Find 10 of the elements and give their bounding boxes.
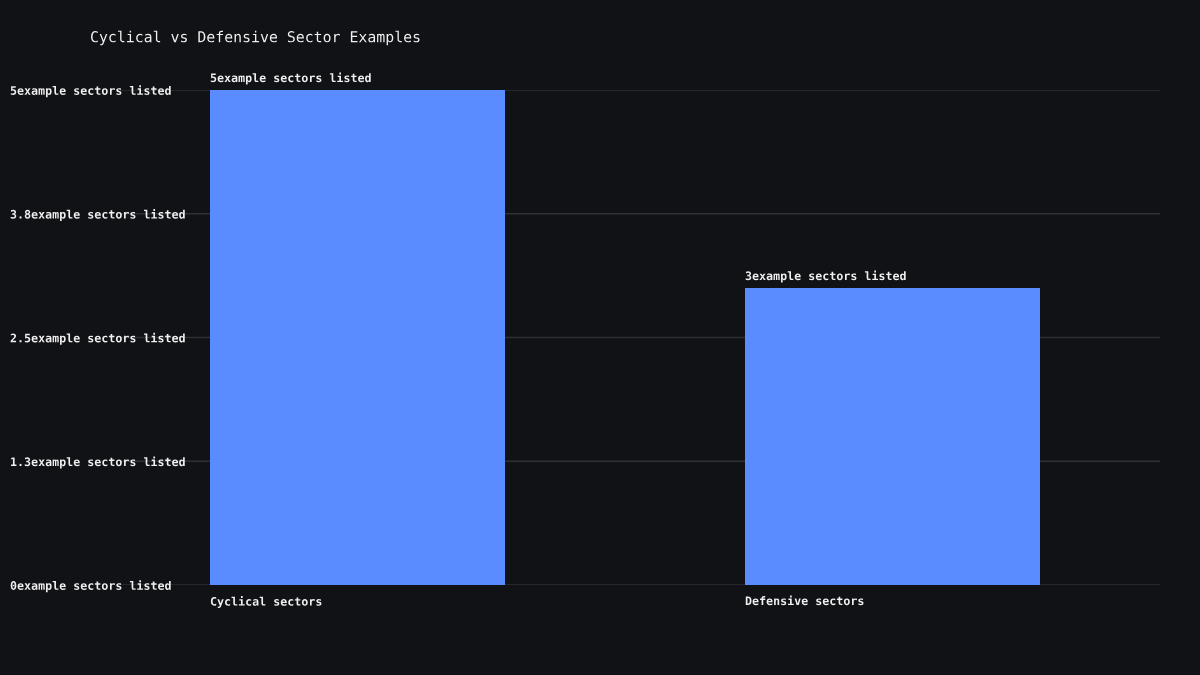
- y-tick-label: 0example sectors listed: [10, 580, 171, 593]
- y-tick-label: 3.8example sectors listed: [10, 209, 185, 221]
- x-tick-label: Cyclical sectors: [210, 596, 322, 608]
- y-tick-label: 2.5example sectors listed: [10, 332, 185, 345]
- y-tick-label: 5example sectors listed: [10, 85, 171, 98]
- data-label: 5example sectors listed: [210, 72, 371, 85]
- x-tick-label: Defensive sectors: [745, 595, 864, 606]
- y-tick-label: 1.3example sectors listed: [11, 456, 185, 469]
- data-label: 3example sectors listed: [745, 270, 906, 283]
- chart-title: Cyclical vs Defensive Sector Examples: [91, 30, 420, 46]
